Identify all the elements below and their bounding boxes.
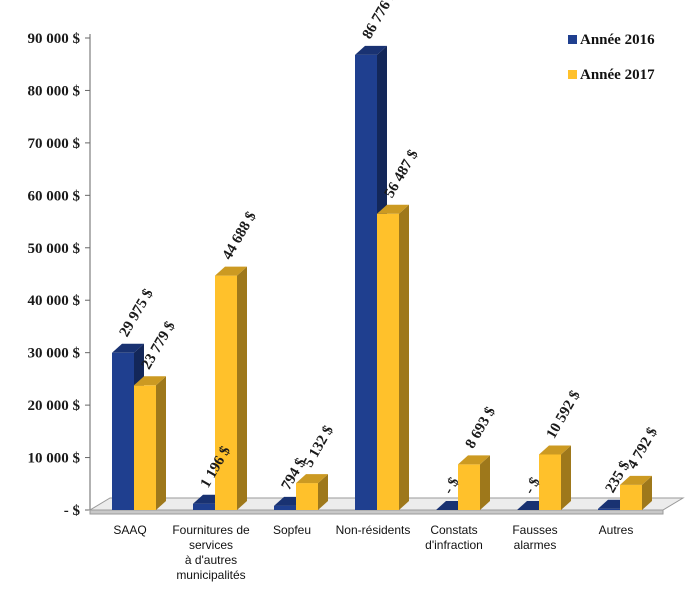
bar-front [620, 484, 642, 510]
y-tick-label: 80 000 $ [28, 83, 81, 99]
category-label: d'infraction [425, 538, 483, 552]
bar-top [355, 45, 387, 55]
bar-front [377, 213, 399, 510]
category-label: Fournitures de [172, 523, 250, 537]
bar-front [274, 505, 296, 510]
category-label: Autres [599, 523, 634, 537]
data-label: - $ [522, 474, 544, 497]
data-label: 10 592 $ [544, 388, 584, 442]
category-label: Sopfeu [273, 523, 311, 537]
bar-front [539, 454, 561, 510]
category-label: services [189, 538, 233, 552]
bar-top [296, 474, 328, 484]
y-tick-label: 60 000 $ [28, 188, 81, 204]
data-label: 4 792 $ [625, 424, 662, 471]
category-label: municipalités [176, 568, 245, 582]
bar-top [134, 376, 166, 386]
bar-2017 [215, 266, 247, 510]
data-label: 56 487 $ [382, 147, 422, 201]
legend-label: Année 2016 [580, 32, 655, 48]
data-label: - $ [441, 474, 463, 497]
y-tick-label: - $ [64, 503, 81, 519]
bar-front [296, 483, 318, 510]
category-label: SAAQ [113, 523, 146, 537]
bar-top [215, 266, 247, 276]
bar-side [156, 376, 166, 510]
data-label: 8 693 $ [463, 404, 500, 451]
bar-2017 [134, 376, 166, 510]
bar-front [134, 385, 156, 510]
legend-swatch [568, 35, 577, 44]
floor-edge [89, 509, 664, 515]
bar-front [112, 352, 134, 510]
bar-2017 [620, 475, 652, 510]
bar-top [377, 204, 409, 214]
legend: Année 2016 Année 2017 [568, 32, 655, 83]
category-label: Non-résidents [336, 523, 411, 537]
y-tick-label: 20 000 $ [28, 398, 81, 414]
bar-side [480, 455, 490, 510]
bar-2017 [539, 445, 571, 510]
y-tick-label: 50 000 $ [28, 241, 81, 257]
bar-front [598, 508, 620, 510]
bar-2017 [458, 455, 490, 510]
data-label: 23 779 $ [139, 318, 179, 372]
bar-side [561, 445, 571, 510]
bar-top [112, 343, 144, 353]
bar-side [399, 204, 409, 510]
legend-swatch [568, 70, 577, 79]
bar-front [215, 275, 237, 510]
bar-side [237, 266, 247, 510]
legend-label: Année 2017 [580, 67, 655, 83]
y-tick-label: 10 000 $ [28, 451, 81, 467]
y-tick-label: 40 000 $ [28, 293, 81, 309]
bars [112, 45, 652, 511]
category-label: Constats [430, 523, 477, 537]
bar-front [355, 54, 377, 511]
y-tick-label: 30 000 $ [28, 346, 81, 362]
bar-top [458, 455, 490, 465]
data-label: 29 975 $ [117, 286, 157, 340]
bar-top [620, 475, 652, 485]
data-label: 86 776 $ [360, 0, 400, 42]
category-label: à d'autres [185, 553, 237, 567]
data-label: 44 688 $ [220, 209, 260, 263]
category-label: Fausses [512, 523, 557, 537]
y-tick-label: 70 000 $ [28, 136, 81, 152]
bar-2017 [377, 204, 409, 510]
bar-front [458, 464, 480, 510]
category-label: alarmes [514, 538, 557, 552]
bar-top [539, 445, 571, 455]
data-label: 5 132 $ [301, 423, 338, 470]
y-axis: 90 000 $ 80 000 $ 70 000 $ 60 000 $ 50 000 $… [28, 31, 91, 519]
bar-side [318, 474, 328, 510]
bar-side [642, 475, 652, 510]
y-tick-label: 90 000 $ [28, 31, 81, 47]
bar-2017 [296, 474, 328, 510]
bar-front [193, 503, 215, 510]
